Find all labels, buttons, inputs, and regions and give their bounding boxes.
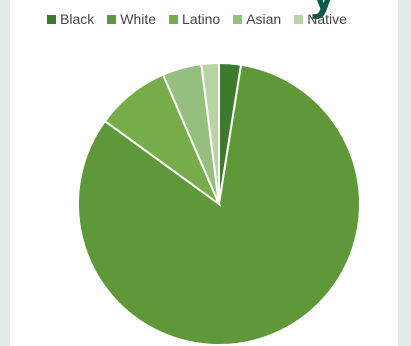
legend-item-native: Native — [294, 11, 347, 27]
legend-label-black: Black — [60, 11, 95, 27]
legend-swatch-latino — [169, 14, 179, 24]
legend-label-native: Native — [307, 11, 347, 27]
legend-item-white: White — [107, 11, 156, 27]
legend-swatch-black — [47, 14, 56, 24]
legend-swatch-white — [107, 14, 117, 24]
legend-item-latino: Latino — [169, 11, 220, 27]
pie-slice-native — [200, 61, 220, 205]
legend-swatch-asian — [233, 14, 243, 24]
chart-title-fragment: y — [310, 0, 337, 18]
legend-swatch-native — [294, 14, 304, 24]
legend-item-black: Black — [47, 11, 94, 27]
legend-label-latino: Latino — [182, 11, 221, 27]
pie-slices — [76, 61, 361, 346]
legend-label-asian: Asian — [246, 11, 282, 27]
chart-panel: y Black White Latino Asian Native — [10, 0, 398, 346]
pie-chart — [76, 61, 361, 346]
legend-label-white: White — [120, 11, 157, 27]
chart-legend: Black White Latino Asian Native — [47, 11, 347, 27]
legend-item-asian: Asian — [233, 11, 281, 27]
